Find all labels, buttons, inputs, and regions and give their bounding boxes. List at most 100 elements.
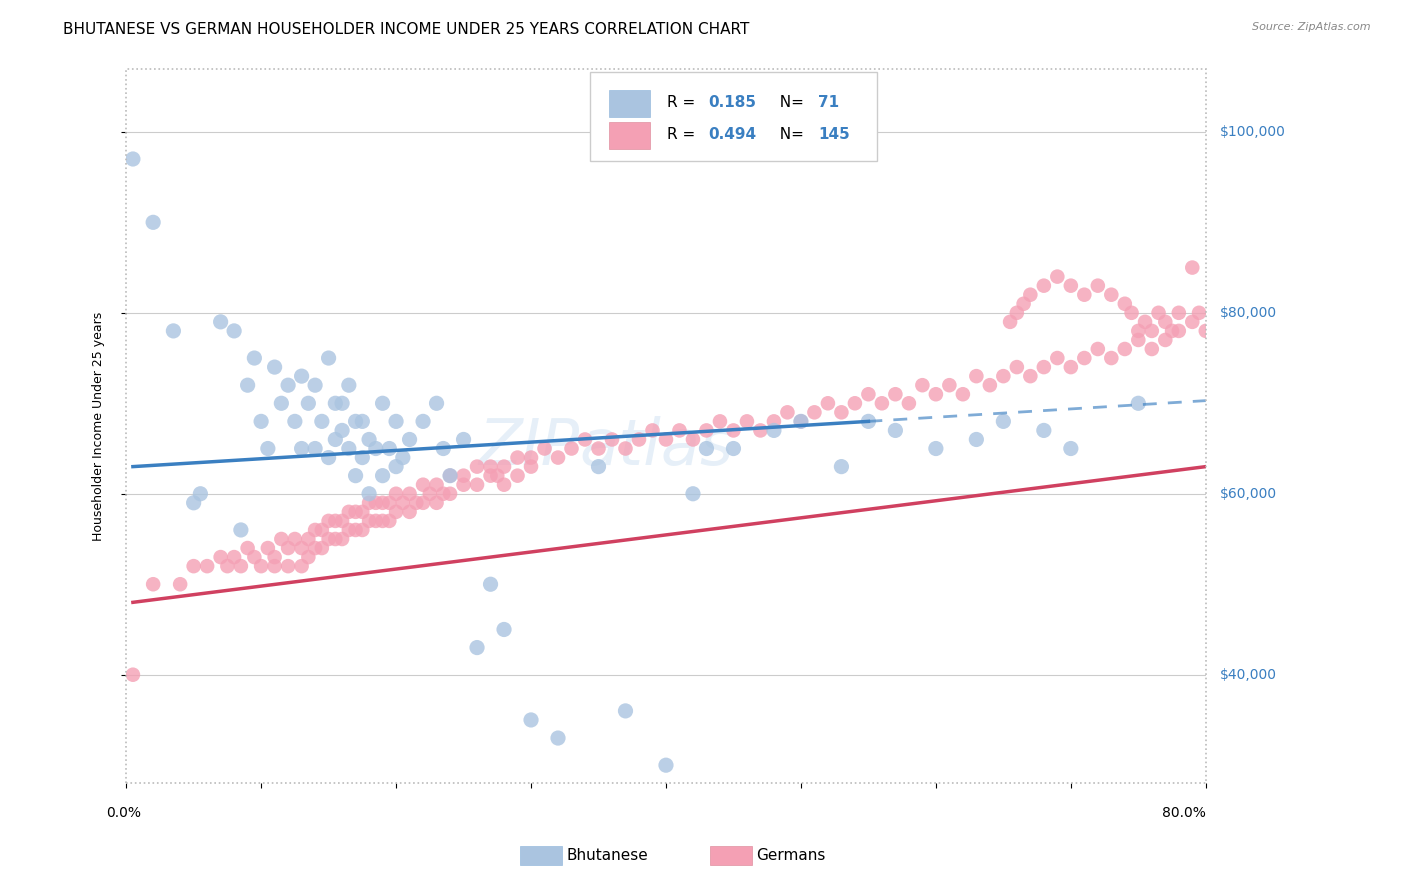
Point	[398, 487, 420, 501]
Point	[378, 442, 401, 456]
Point	[352, 414, 374, 428]
Point	[1019, 369, 1042, 384]
Point	[479, 577, 502, 591]
Point	[1154, 315, 1177, 329]
Point	[965, 433, 987, 447]
Point	[547, 450, 569, 465]
Point	[330, 396, 353, 410]
Point	[695, 442, 717, 456]
Point	[668, 424, 690, 438]
Point	[330, 532, 353, 546]
Point	[627, 433, 650, 447]
Point	[897, 396, 920, 410]
Point	[439, 468, 461, 483]
Point	[817, 396, 839, 410]
Point	[1099, 287, 1122, 301]
Point	[352, 505, 374, 519]
Point	[270, 532, 292, 546]
Point	[762, 424, 785, 438]
Point	[1154, 333, 1177, 347]
Point	[1114, 342, 1136, 356]
Point	[257, 442, 280, 456]
Point	[547, 731, 569, 745]
Point	[762, 414, 785, 428]
Point	[735, 414, 758, 428]
Point	[378, 496, 401, 510]
Point	[682, 487, 704, 501]
Point	[520, 459, 543, 474]
Point	[183, 559, 205, 574]
Point	[486, 468, 509, 483]
Point	[371, 468, 394, 483]
Point	[998, 315, 1021, 329]
Point	[1128, 396, 1150, 410]
Point	[1128, 324, 1150, 338]
FancyBboxPatch shape	[591, 72, 876, 161]
Point	[337, 523, 360, 537]
Point	[830, 459, 852, 474]
Point	[1032, 278, 1054, 293]
Text: $60,000: $60,000	[1219, 487, 1277, 500]
Point	[979, 378, 1001, 392]
Point	[1188, 306, 1211, 320]
Point	[169, 577, 191, 591]
Point	[398, 505, 420, 519]
Text: ZIP: ZIP	[478, 417, 579, 478]
Point	[600, 433, 623, 447]
Point	[1167, 306, 1189, 320]
Point	[337, 442, 360, 456]
Point	[318, 514, 340, 528]
Point	[1195, 324, 1218, 338]
Point	[425, 496, 447, 510]
Point	[492, 477, 515, 491]
Point	[412, 496, 434, 510]
Point	[492, 459, 515, 474]
Point	[391, 450, 413, 465]
Point	[614, 704, 637, 718]
Point	[250, 414, 273, 428]
Point	[183, 496, 205, 510]
Point	[588, 442, 610, 456]
Point	[304, 523, 326, 537]
Bar	[127, 69, 1206, 783]
Text: $100,000: $100,000	[1219, 125, 1285, 139]
Point	[1087, 342, 1109, 356]
Point	[723, 424, 745, 438]
Point	[1073, 351, 1095, 365]
Point	[364, 442, 387, 456]
Text: Bhutanese: Bhutanese	[567, 848, 648, 863]
Point	[263, 550, 285, 565]
Point	[432, 442, 454, 456]
Point	[520, 450, 543, 465]
Point	[453, 477, 475, 491]
Point	[398, 433, 420, 447]
Point	[588, 459, 610, 474]
Point	[304, 378, 326, 392]
Point	[297, 532, 319, 546]
Point	[337, 378, 360, 392]
Point	[520, 713, 543, 727]
Point	[311, 414, 333, 428]
Point	[304, 541, 326, 555]
Point	[284, 532, 307, 546]
Point	[318, 351, 340, 365]
Point	[465, 640, 488, 655]
Text: Germans: Germans	[756, 848, 825, 863]
Text: 0.185: 0.185	[709, 95, 756, 110]
Point	[641, 424, 664, 438]
Point	[330, 514, 353, 528]
Point	[695, 424, 717, 438]
Point	[257, 541, 280, 555]
Point	[655, 758, 678, 772]
Point	[1012, 297, 1035, 311]
Point	[330, 424, 353, 438]
Point	[236, 541, 259, 555]
Point	[1073, 287, 1095, 301]
Point	[574, 433, 596, 447]
Point	[325, 396, 347, 410]
Point	[1161, 324, 1184, 338]
Point	[359, 487, 381, 501]
Point	[655, 433, 678, 447]
Point	[1046, 351, 1069, 365]
Text: 145: 145	[818, 127, 851, 142]
